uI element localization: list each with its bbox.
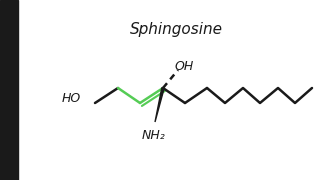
Text: NH₂: NH₂ — [142, 129, 166, 142]
Text: Sphingosine: Sphingosine — [130, 22, 223, 37]
Text: OH: OH — [174, 60, 194, 73]
Text: HO: HO — [62, 91, 81, 105]
Polygon shape — [155, 88, 164, 122]
Bar — [0, 0, 18, 180]
